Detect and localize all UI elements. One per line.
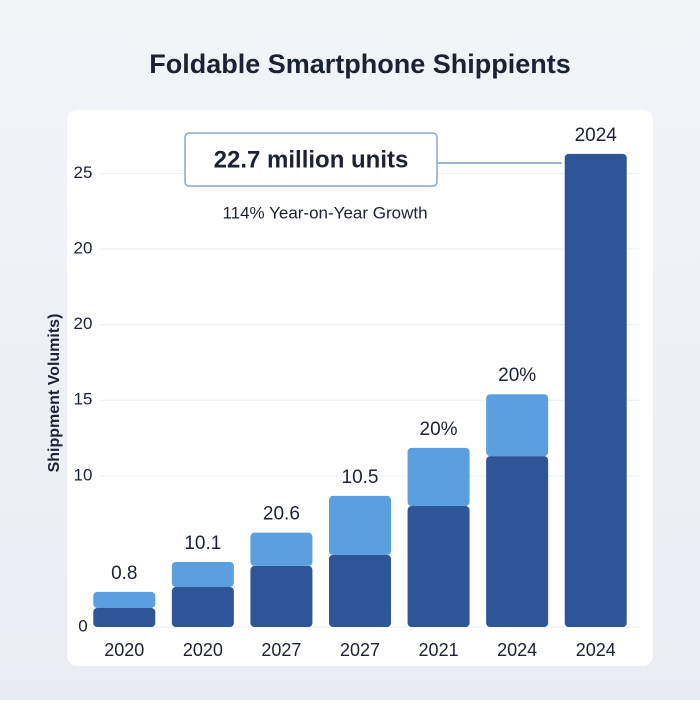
- x-tick-label: 2021: [419, 640, 459, 660]
- bar-label: 0.8: [111, 563, 137, 584]
- x-tick-label: 2027: [340, 640, 380, 660]
- plot: 010152020250.8202010.1202020.6202710.520…: [74, 125, 640, 660]
- bar-segment: [329, 495, 391, 555]
- y-tick-label: 20: [74, 239, 93, 258]
- y-tick-label: 25: [74, 163, 93, 182]
- x-tick-label: 2024: [576, 640, 616, 660]
- callout-box: [184, 132, 438, 187]
- x-tick-label: 2024: [497, 640, 537, 660]
- y-tick-label: 15: [74, 390, 93, 409]
- bar-segment: [329, 554, 391, 627]
- y-tick-label: 20: [74, 314, 93, 333]
- bar-label: 20.6: [263, 504, 300, 525]
- bar-segment: [564, 153, 627, 628]
- bar-segment: [486, 456, 549, 627]
- chart-title: Foldable Smartphone Shippients: [149, 49, 571, 79]
- bar-label: 10.5: [342, 467, 379, 488]
- bar-segment: [407, 506, 470, 627]
- bar-segment: [93, 607, 156, 627]
- bar-segment: [250, 532, 313, 566]
- y-axis-label: Shippment Volumits): [46, 314, 63, 473]
- y-tick-label: 10: [74, 465, 93, 484]
- bar-segment: [93, 591, 156, 608]
- bar-segment: [171, 586, 234, 627]
- x-tick-label: 2020: [183, 640, 223, 660]
- x-tick-label: 2020: [104, 640, 144, 660]
- bar-segment: [407, 447, 470, 507]
- callout-text: 22.7 million units: [214, 146, 409, 173]
- bar-label: 20%: [498, 365, 536, 386]
- x-tick-label: 2027: [261, 640, 301, 660]
- y-tick-label: 0: [78, 616, 87, 635]
- bar-label: 20%: [420, 419, 458, 440]
- bar-segment: [250, 565, 313, 627]
- bar-label: 2024: [575, 125, 618, 146]
- bar-segment: [171, 561, 234, 587]
- bar-segment: [486, 394, 549, 457]
- callout-subtitle: 114% Year-on-Year Growth: [222, 203, 427, 222]
- bar-label: 10.1: [184, 533, 221, 554]
